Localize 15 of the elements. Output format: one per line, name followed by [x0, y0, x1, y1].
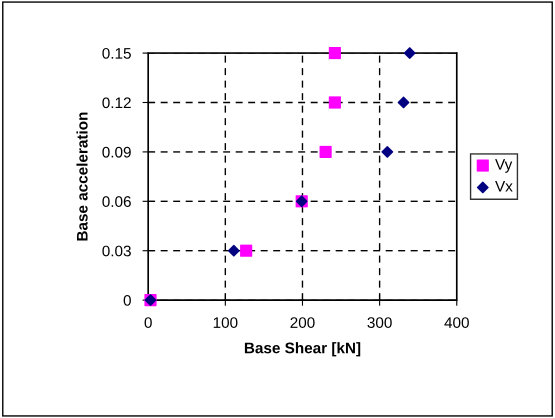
- x-tick-label: 200: [290, 317, 315, 328]
- x-tick-label: 400: [444, 317, 469, 328]
- y-tick-label: 0.06: [102, 196, 131, 207]
- x-axis-title: Base Shear [kN]: [244, 342, 360, 356]
- y-tick-label: 0.03: [102, 246, 131, 256]
- x-tick-label: 100: [214, 317, 238, 328]
- y-tick-label: 0.15: [102, 48, 131, 59]
- x-tick-label: 0: [144, 317, 152, 328]
- legend-label: Vy: [495, 159, 512, 173]
- y-tick-label: 0.12: [102, 97, 131, 108]
- y-axis-title: Base acceleration: [76, 112, 88, 241]
- legend-label: Vx: [495, 180, 513, 192]
- x-tick-label: 300: [367, 317, 392, 328]
- y-tick-label: 0.09: [102, 146, 131, 158]
- y-tick-label: 0: [124, 294, 131, 306]
